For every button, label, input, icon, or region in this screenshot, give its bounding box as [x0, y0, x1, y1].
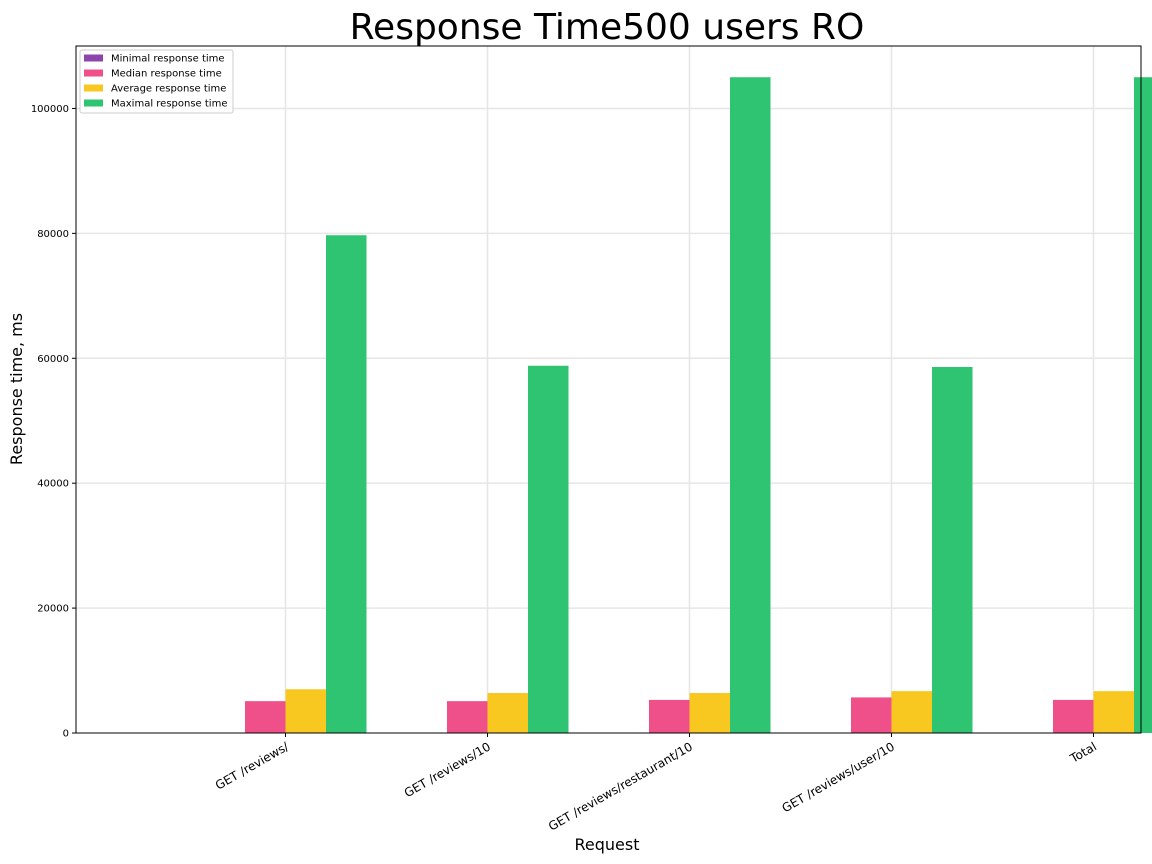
legend-swatch: [84, 84, 103, 92]
y-tick-label: 0: [63, 729, 69, 740]
y-tick-label: 40000: [37, 479, 69, 490]
legend-entry: Maximal response time: [111, 99, 227, 110]
legend-swatch: [84, 99, 103, 107]
bar: [891, 691, 932, 733]
bar: [1093, 691, 1134, 733]
x-tick-label: GET /reviews/restaurant/10: [546, 739, 695, 833]
legend-swatch: [84, 69, 103, 77]
chart-title: Response Time500 users RO: [350, 7, 865, 48]
bar: [1053, 699, 1094, 733]
bar: [285, 689, 326, 733]
y-axis-label: Response time, ms: [7, 313, 26, 465]
bar: [487, 693, 528, 733]
legend-entry: Average response time: [111, 84, 226, 95]
x-axis-label: Request: [575, 835, 640, 854]
x-axis: GET /reviews/GET /reviews/10 GET /reviews…: [213, 733, 1099, 834]
y-tick-label: 60000: [37, 354, 69, 365]
x-tick-label: Total: [1067, 739, 1099, 766]
legend-box: [79, 49, 234, 114]
grid: [76, 46, 1141, 733]
y-axis: 0 20000 40000 60000 80000 100000: [31, 104, 76, 740]
x-tick-label: GET /reviews/10: [402, 739, 493, 800]
bar: [649, 699, 690, 733]
bars: [204, 77, 1152, 733]
bar: [730, 77, 771, 733]
bar: [689, 693, 730, 733]
y-tick-label: 100000: [31, 104, 69, 115]
legend-entry: Median response time: [111, 69, 222, 80]
bar: [528, 365, 569, 733]
legend-entry: Minimal response time: [111, 54, 225, 65]
plot-area: [75, 45, 1142, 734]
legend-swatch: [84, 54, 103, 62]
y-tick-label: 80000: [37, 229, 69, 240]
legend: Minimal response time Median response tim…: [79, 49, 234, 114]
bar: [326, 235, 367, 733]
y-tick-label: 20000: [37, 604, 69, 615]
bar: [851, 697, 892, 733]
x-tick-label: GET /reviews/user/10: [780, 739, 897, 815]
bar: [1134, 77, 1152, 733]
bar: [245, 701, 286, 733]
bar: [447, 701, 488, 733]
bar: [932, 367, 973, 733]
x-tick-label: GET /reviews/: [213, 739, 292, 793]
